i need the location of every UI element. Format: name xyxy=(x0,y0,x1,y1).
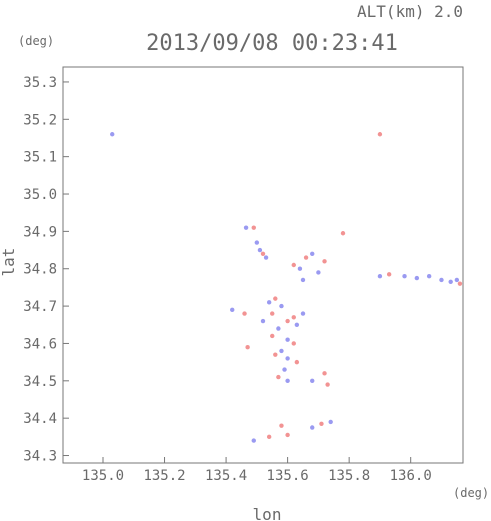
data-point xyxy=(270,333,275,339)
data-point xyxy=(260,251,266,256)
x-tick-label: 136.0 xyxy=(390,468,432,484)
data-point xyxy=(291,315,296,320)
data-point xyxy=(377,132,383,137)
data-point xyxy=(300,277,306,283)
data-point xyxy=(266,300,272,305)
chart-subtitle: ALT(km) 2.0 xyxy=(357,2,463,21)
data-point xyxy=(285,356,290,361)
data-point xyxy=(243,225,249,230)
data-point xyxy=(291,341,296,346)
y-tick-label: 34.5 xyxy=(23,374,57,390)
data-point xyxy=(276,326,281,331)
y-tick-label: 34.7 xyxy=(23,299,57,315)
y-tick-label: 34.3 xyxy=(23,449,57,465)
data-point xyxy=(322,259,327,264)
data-point xyxy=(245,344,250,350)
data-point xyxy=(328,419,333,425)
chart-title: 2013/09/08 00:23:41 xyxy=(146,31,398,56)
data-point xyxy=(242,311,247,316)
x-tick-label: 135.6 xyxy=(267,468,309,484)
x-axis-label: lon xyxy=(253,505,282,521)
data-point xyxy=(279,348,284,354)
data-point xyxy=(454,277,460,283)
y-tick-label: 35.2 xyxy=(23,112,57,128)
data-point xyxy=(402,274,407,279)
data-point xyxy=(319,421,324,426)
data-point xyxy=(310,378,315,384)
plot-frame xyxy=(62,66,464,464)
axis-ticks: 135.0 135.2 135.4 135.6 135.8 136.0 34.3 34.4 34… xyxy=(23,75,431,484)
y-tick-label: 34.8 xyxy=(23,262,57,278)
data-point xyxy=(110,132,115,137)
y-axis-label: lat xyxy=(0,248,18,277)
data-point xyxy=(448,279,453,285)
data-point xyxy=(414,275,420,281)
data-point xyxy=(457,281,463,286)
data-point xyxy=(322,371,327,376)
data-point xyxy=(316,270,321,275)
data-point xyxy=(273,296,278,301)
data-point xyxy=(340,231,346,236)
data-point xyxy=(377,274,383,279)
data-point xyxy=(297,266,303,271)
x-tick-label: 135.2 xyxy=(143,468,185,484)
data-point xyxy=(266,434,272,440)
data-point xyxy=(386,272,392,277)
data-point xyxy=(279,423,284,428)
y-tick-label: 35.1 xyxy=(23,150,57,166)
data-point xyxy=(263,255,269,260)
data-point xyxy=(426,274,432,279)
data-point xyxy=(303,255,309,260)
data-point xyxy=(254,240,260,245)
x-tick-label: 135.4 xyxy=(205,468,247,484)
y-tick-label: 34.6 xyxy=(23,336,57,352)
x-unit-label: (deg) xyxy=(453,486,489,500)
x-tick-label: 135.8 xyxy=(328,468,370,484)
data-point xyxy=(325,382,330,387)
y-tick-label: 35.0 xyxy=(23,187,57,203)
y-tick-label: 34.9 xyxy=(23,224,57,240)
data-point xyxy=(300,311,306,316)
data-point xyxy=(282,367,287,372)
data-point xyxy=(251,438,256,443)
data-point xyxy=(251,225,256,230)
y-tick-label: 34.4 xyxy=(23,411,57,427)
data-point xyxy=(270,311,275,316)
data-point xyxy=(285,378,290,384)
data-point xyxy=(257,247,263,253)
data-point xyxy=(285,318,290,324)
data-point xyxy=(294,322,300,327)
data-points xyxy=(110,132,463,443)
data-point xyxy=(285,337,290,342)
data-point xyxy=(285,432,290,438)
x-tick-label: 135.0 xyxy=(82,468,124,484)
data-point xyxy=(294,359,300,365)
y-tick-label: 35.3 xyxy=(23,75,57,91)
data-point xyxy=(276,374,281,380)
data-point xyxy=(260,318,266,324)
data-point xyxy=(230,307,235,313)
data-point xyxy=(310,251,315,256)
data-point xyxy=(291,262,296,268)
data-point xyxy=(279,303,284,309)
y-unit-label: (deg) xyxy=(18,34,54,48)
data-point xyxy=(439,277,444,283)
data-point xyxy=(310,425,315,430)
data-point xyxy=(273,352,278,357)
